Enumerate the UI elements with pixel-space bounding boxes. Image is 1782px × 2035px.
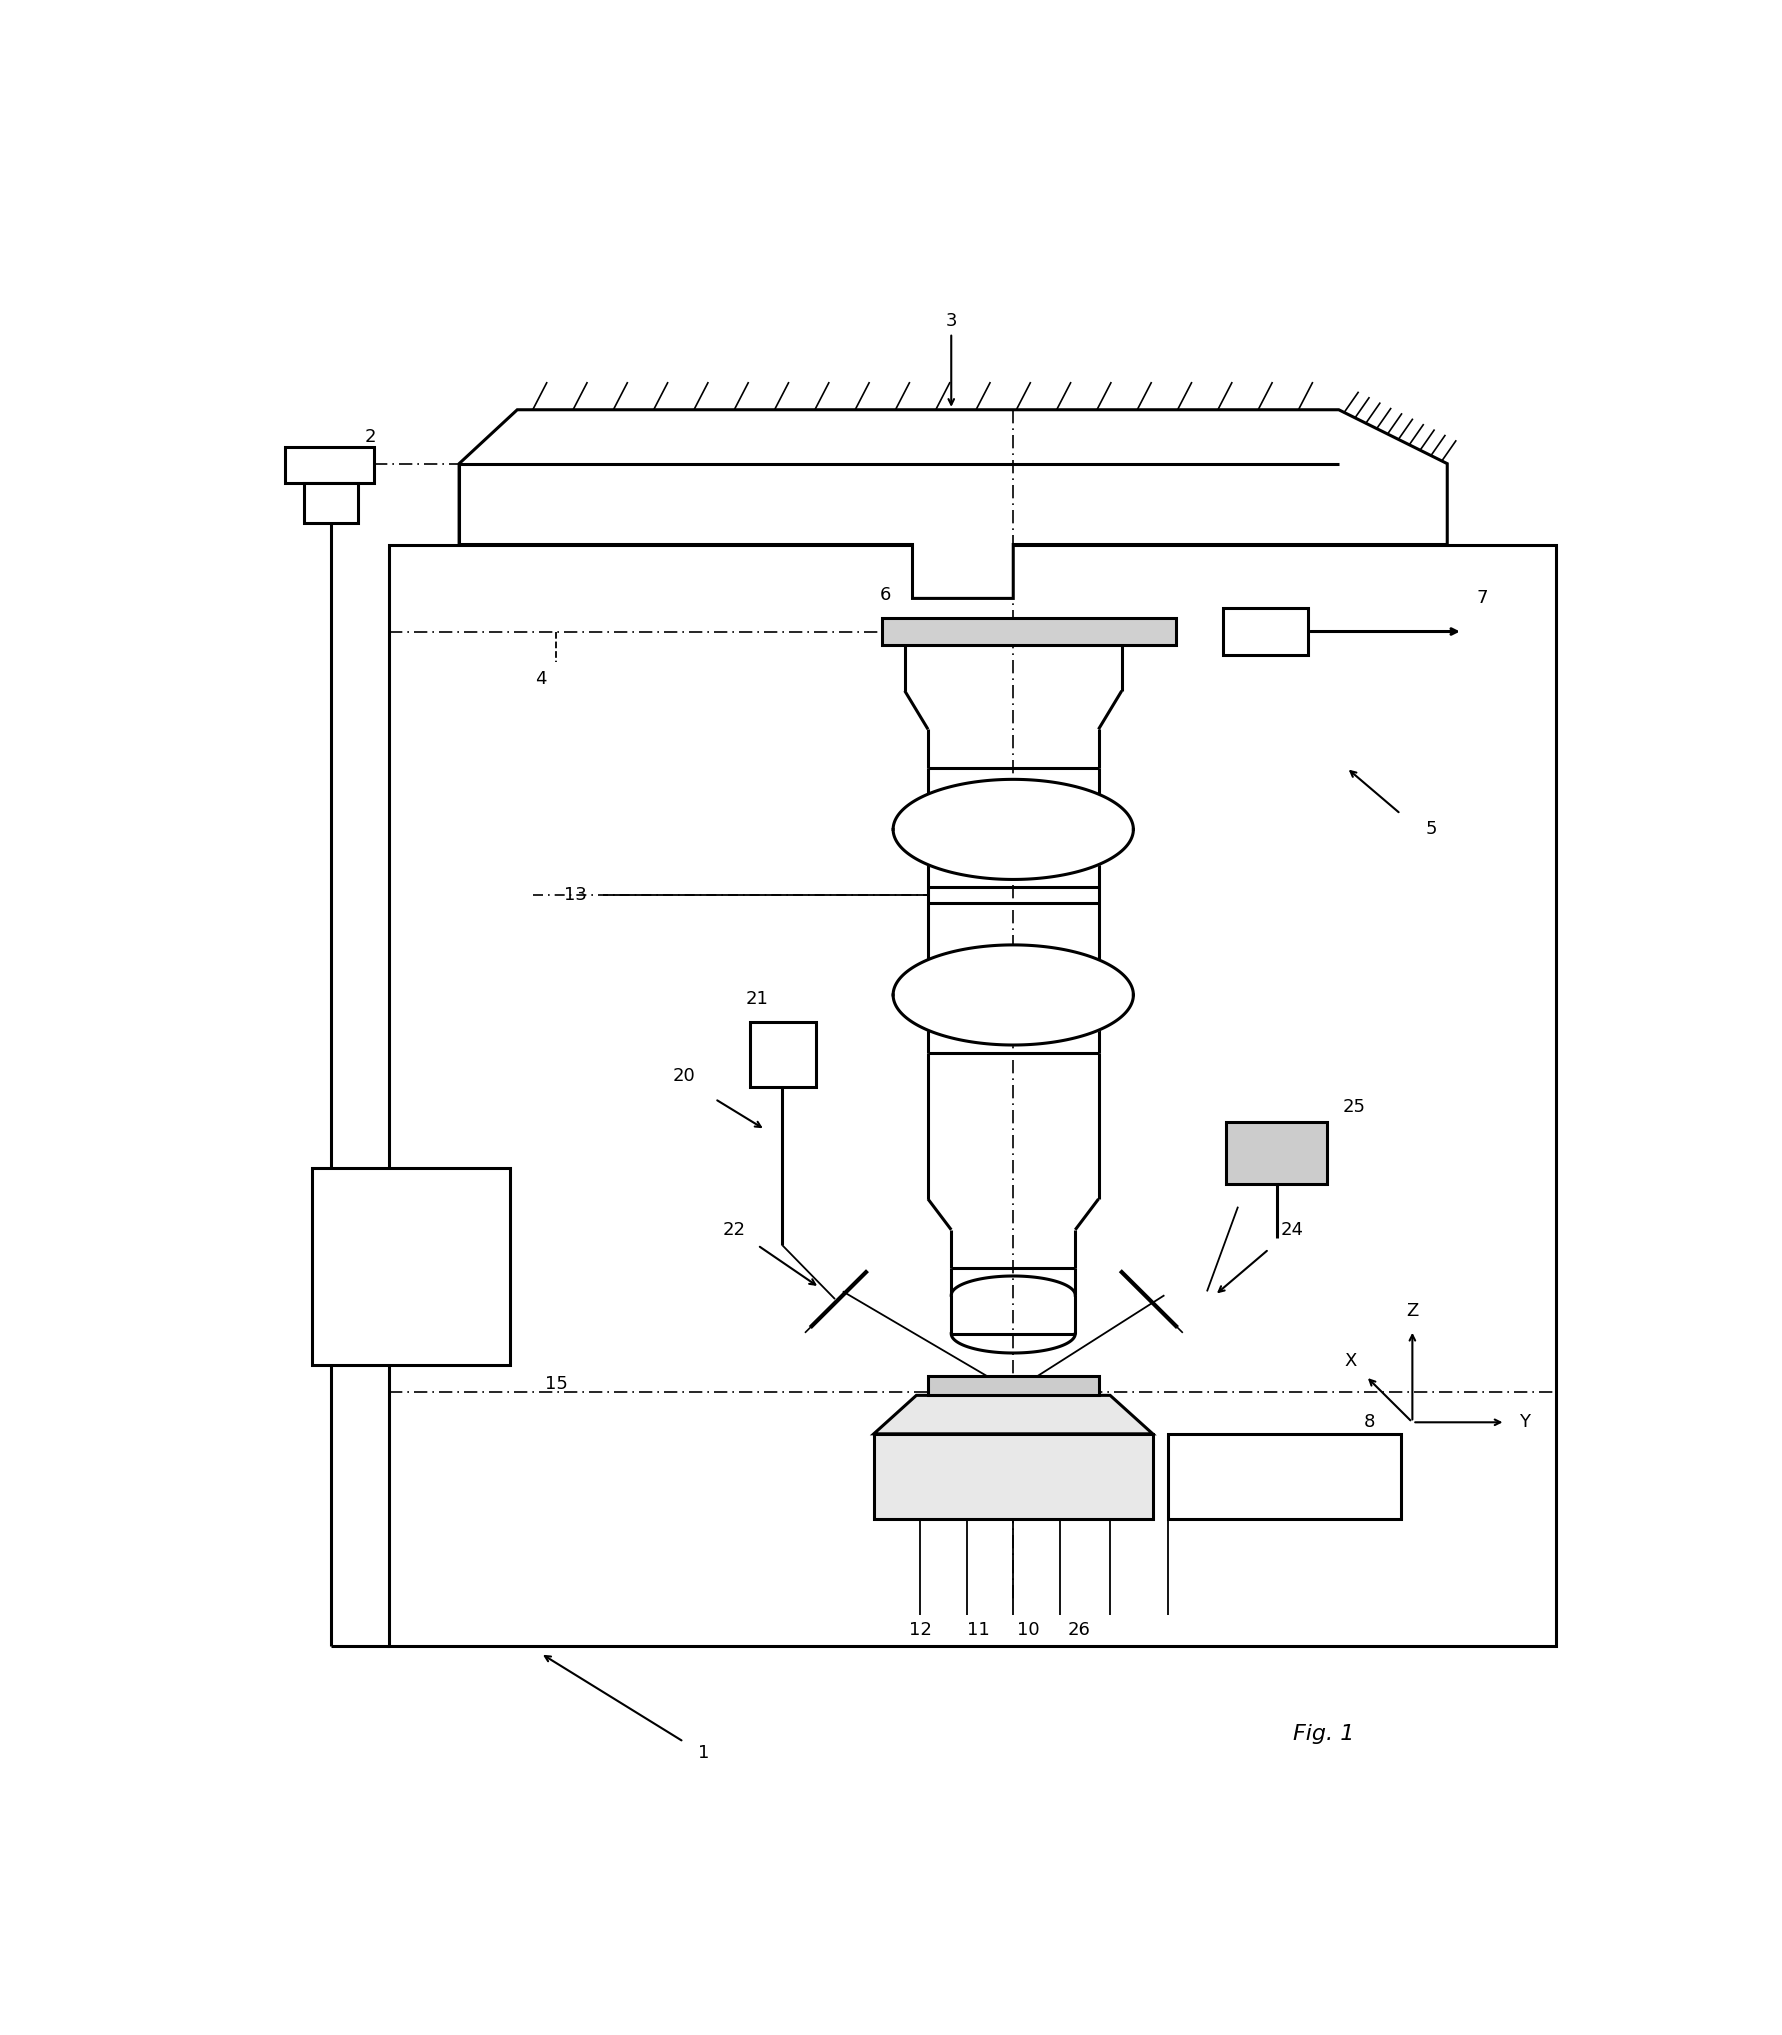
Bar [1169,1435,1401,1518]
Bar [390,545,1556,1646]
Text: Fig. 1: Fig. 1 [1292,1724,1354,1744]
Bar [882,619,1176,645]
Bar [928,1376,1098,1396]
Text: 10: 10 [1018,1622,1041,1640]
Bar [312,1168,510,1365]
Text: 2: 2 [364,427,376,446]
Text: 11: 11 [968,1622,989,1640]
Text: 26: 26 [1067,1622,1091,1640]
Text: 1: 1 [697,1744,709,1762]
Bar [305,482,358,523]
Polygon shape [460,409,1447,598]
Bar [750,1022,816,1087]
Text: 6: 6 [880,586,891,604]
Text: 22: 22 [723,1221,745,1239]
Text: 13: 13 [563,885,586,904]
Text: 25: 25 [1344,1097,1365,1115]
Text: 4: 4 [535,670,547,688]
Text: 12: 12 [909,1622,932,1640]
Text: 24: 24 [1281,1221,1304,1239]
Text: 21: 21 [747,989,770,1007]
Bar [1222,608,1308,655]
Bar [873,1435,1153,1518]
Text: 15: 15 [545,1376,567,1392]
Text: Y: Y [1520,1412,1531,1431]
Text: Z: Z [1406,1302,1418,1319]
Text: 8: 8 [1363,1412,1376,1431]
Text: X: X [1344,1351,1356,1370]
Polygon shape [873,1396,1153,1435]
Text: 3: 3 [946,311,957,330]
Bar [1226,1121,1328,1184]
Text: 20: 20 [672,1066,695,1085]
Text: 5: 5 [1426,820,1438,838]
Text: 7: 7 [1475,590,1488,606]
Bar [285,448,374,482]
